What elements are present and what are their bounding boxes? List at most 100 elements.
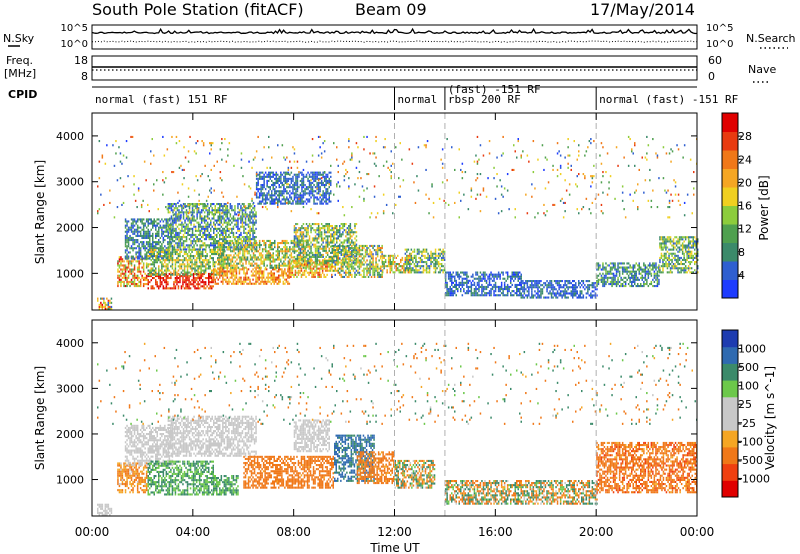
- power-cell: [346, 251, 349, 254]
- power-cell: [339, 247, 341, 250]
- power-cell: [308, 192, 311, 195]
- power-cell: [436, 261, 438, 264]
- power-cell: [210, 242, 212, 245]
- power-cell: [314, 245, 317, 248]
- power-cell: [191, 205, 194, 208]
- power-cell: [302, 202, 305, 205]
- power-cell: [363, 247, 365, 250]
- power-cell: [219, 248, 222, 251]
- power-cell: [150, 228, 152, 231]
- power-cell: [259, 268, 262, 271]
- power-cell: [313, 229, 315, 232]
- power-cell: [348, 263, 350, 266]
- power-cell: [202, 227, 204, 230]
- power-cell: [301, 237, 303, 240]
- power-cell: [348, 233, 350, 236]
- power-cell: [345, 229, 347, 232]
- power-cell: [203, 283, 205, 286]
- power-cell: [188, 287, 190, 290]
- power-cell: [425, 265, 428, 268]
- power-cell: [149, 241, 151, 244]
- power-cell: [373, 267, 376, 270]
- power-cell: [415, 265, 417, 268]
- power-cell: [197, 255, 199, 258]
- power-cell: [296, 241, 299, 244]
- power-cell: [320, 198, 323, 201]
- power-cell: [326, 245, 329, 248]
- power-cell: [475, 285, 477, 288]
- power-cell: [220, 274, 223, 277]
- power-cell: [461, 279, 464, 282]
- power-cell: [176, 259, 178, 262]
- power-cell: [223, 244, 226, 247]
- power-cell: [173, 273, 175, 276]
- power-cell: [191, 240, 194, 243]
- power-cell: [213, 229, 215, 232]
- power-cell: [314, 243, 317, 246]
- power-cell: [244, 219, 247, 222]
- power-cell: [372, 269, 374, 272]
- power-cell: [205, 227, 207, 230]
- power-cell: [229, 280, 232, 283]
- power-cell: [161, 218, 163, 221]
- power-cell: [349, 243, 352, 246]
- power-cell: [366, 244, 368, 247]
- power-cell: [295, 202, 297, 205]
- power-cell: [177, 255, 180, 258]
- power-cell: [161, 261, 163, 264]
- power-cell: [250, 205, 253, 208]
- power-cell: [212, 259, 214, 262]
- power-cell: [320, 263, 322, 266]
- power-cell: [206, 236, 209, 239]
- power-cell: [470, 292, 473, 295]
- power-cell: [407, 261, 410, 264]
- power-cell: [298, 175, 300, 178]
- power-cell: [240, 280, 242, 283]
- power-cell: [263, 186, 265, 189]
- power-cell: [246, 242, 249, 245]
- power-cell: [437, 256, 440, 259]
- power-cell: [269, 252, 271, 255]
- power-cell: [220, 261, 222, 264]
- power-cell: [260, 254, 262, 257]
- power-cell: [336, 245, 338, 248]
- power-cell: [155, 226, 157, 229]
- power-cell: [376, 251, 379, 254]
- power-cell: [238, 203, 241, 206]
- freq-tick-left-low: 8: [81, 70, 88, 83]
- power-cell: [190, 211, 192, 214]
- power-cell: [342, 275, 344, 278]
- power-cell: [213, 268, 215, 271]
- power-cell: [351, 273, 353, 276]
- power-cell: [210, 211, 212, 214]
- power-cell: [287, 242, 290, 245]
- power-cell: [269, 202, 271, 205]
- power-cell: [478, 277, 480, 280]
- power-cell: [118, 256, 121, 259]
- power-cell: [229, 227, 232, 230]
- power-cell: [342, 223, 344, 226]
- power-cell: [178, 244, 180, 247]
- power-cell: [317, 271, 319, 274]
- power-cell: [264, 280, 266, 283]
- power-cell: [199, 203, 201, 206]
- power-cell: [272, 254, 274, 257]
- power-cell: [490, 290, 492, 293]
- power-cell: [156, 281, 158, 284]
- power-cell: [218, 258, 220, 261]
- power-cell: [367, 247, 370, 250]
- power-cell: [170, 257, 172, 260]
- power-cell: [189, 259, 192, 262]
- power-cell: [287, 192, 290, 195]
- power-cell: [242, 256, 244, 259]
- power-cell: [147, 287, 149, 290]
- power-cell: [293, 243, 296, 246]
- power-cell: [430, 256, 432, 259]
- power-cell: [373, 271, 376, 274]
- power-cell: [346, 233, 349, 236]
- power-cell: [182, 244, 185, 247]
- power-cell: [194, 205, 197, 208]
- power-cell: [101, 297, 104, 300]
- power-cell: [485, 279, 488, 282]
- power-cell: [317, 184, 320, 187]
